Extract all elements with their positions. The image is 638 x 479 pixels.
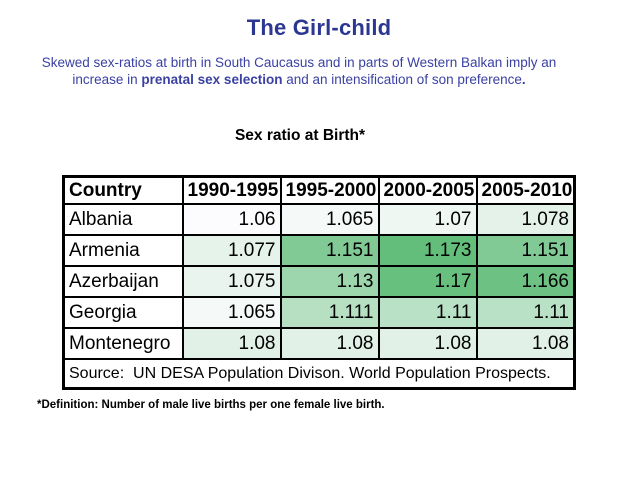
ratio-cell: 1.111 <box>279 296 380 329</box>
table-row: Montenegro 1.08 1.08 1.08 1.08 <box>62 327 576 360</box>
subtitle-line2-mid: and an intensification of son preference <box>282 72 522 87</box>
ratio-cell: 1.08 <box>475 327 576 360</box>
ratio-cell: 1.065 <box>279 203 380 236</box>
ratio-cell: 1.077 <box>181 234 282 267</box>
ratio-cell: 1.075 <box>181 265 282 298</box>
table-row: Armenia 1.077 1.151 1.173 1.151 <box>62 234 576 267</box>
ratio-cell: 1.08 <box>181 327 282 360</box>
table-header-row: Country 1990-1995 1995-2000 2000-2005 20… <box>62 175 576 205</box>
slide-title: The Girl-child <box>246 15 392 40</box>
table-row: Azerbaijan 1.075 1.13 1.17 1.166 <box>62 265 576 298</box>
table-source-row: Source: UN DESA Population Divison. Worl… <box>62 358 576 390</box>
ratio-cell: 1.151 <box>279 234 380 267</box>
header-1990-1995: 1990-1995 <box>181 175 282 205</box>
ratio-cell: 1.151 <box>475 234 576 267</box>
ratio-cell: 1.065 <box>181 296 282 329</box>
table-title: Sex ratio at Birth* <box>234 127 366 144</box>
country-label: Albania <box>62 203 184 236</box>
subtitle-line2-end: . <box>521 72 526 87</box>
country-label: Azerbaijan <box>62 265 184 298</box>
country-label: Armenia <box>62 234 184 267</box>
subtitle-line1: Skewed sex-ratios at birth in South Cauc… <box>41 55 557 70</box>
definition-footnote: *Definition: Number of male live births … <box>37 399 385 411</box>
ratio-cell: 1.173 <box>377 234 478 267</box>
slide-subtitle: Skewed sex-ratios at birth in South Cauc… <box>0 54 598 88</box>
subtitle-line2-pre: increase in <box>72 72 142 87</box>
source-note: Source: UN DESA Population Divison. Worl… <box>62 358 576 390</box>
country-label: Georgia <box>62 296 184 329</box>
header-1995-2000: 1995-2000 <box>279 175 380 205</box>
ratio-cell: 1.11 <box>377 296 478 329</box>
subtitle-bold-phrase: prenatal sex selection <box>141 72 283 87</box>
ratio-cell: 1.17 <box>377 265 478 298</box>
ratio-cell: 1.07 <box>377 203 478 236</box>
header-2000-2005: 2000-2005 <box>377 175 478 205</box>
ratio-cell: 1.13 <box>279 265 380 298</box>
ratio-cell: 1.078 <box>475 203 576 236</box>
header-2005-2010: 2005-2010 <box>475 175 576 205</box>
sex-ratio-table: Country 1990-1995 1995-2000 2000-2005 20… <box>62 175 576 390</box>
table-row: Albania 1.06 1.065 1.07 1.078 <box>62 203 576 236</box>
table-row: Georgia 1.065 1.111 1.11 1.11 <box>62 296 576 329</box>
ratio-cell: 1.08 <box>377 327 478 360</box>
ratio-cell: 1.11 <box>475 296 576 329</box>
header-country: Country <box>62 175 184 205</box>
country-label: Montenegro <box>62 327 184 360</box>
ratio-cell: 1.08 <box>279 327 380 360</box>
ratio-cell: 1.06 <box>181 203 282 236</box>
ratio-cell: 1.166 <box>475 265 576 298</box>
